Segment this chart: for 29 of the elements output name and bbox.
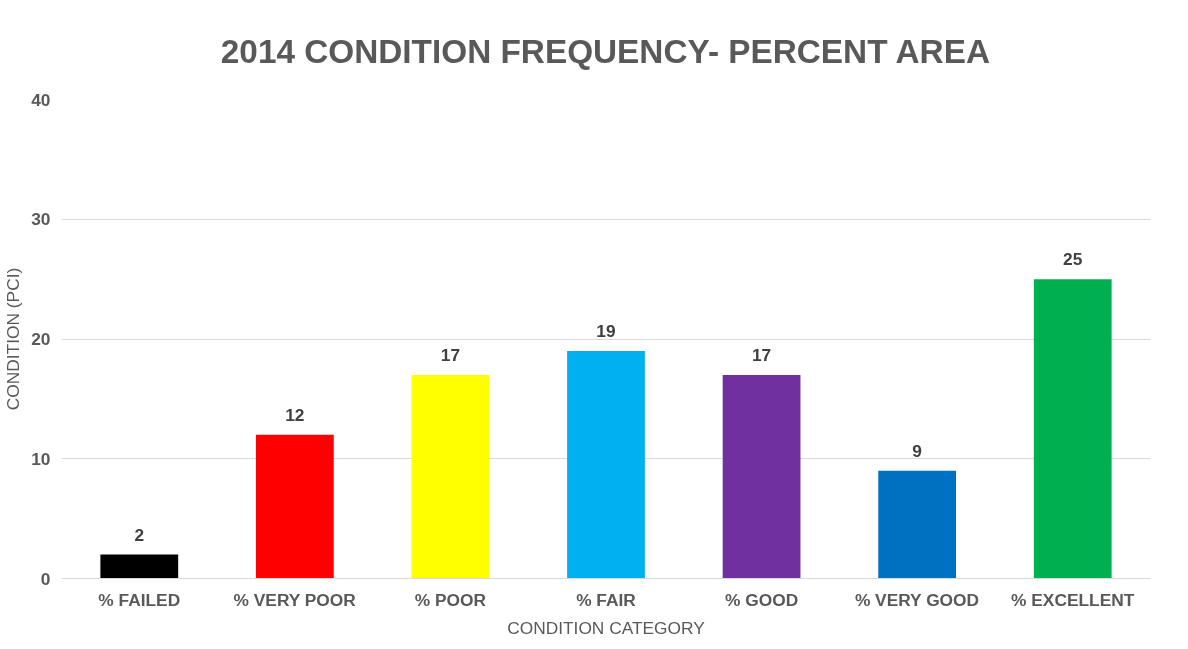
bar <box>878 470 957 579</box>
chart-title: 2014 CONDITION FREQUENCY- PERCENT AREA <box>220 32 990 70</box>
bar <box>411 374 490 579</box>
bar <box>567 350 645 579</box>
x-tick-label: % GOOD <box>724 589 799 610</box>
data-label: 17 <box>751 344 772 365</box>
x-tick-label: % EXCELLENT <box>1011 589 1135 610</box>
x-tick-label: % VERY GOOD <box>854 589 980 610</box>
y-tick-label: 10 <box>31 448 51 469</box>
data-label: 17 <box>440 344 461 365</box>
x-tick-label: % FAILED <box>98 589 181 610</box>
x-axis-title: CONDITION CATEGORY <box>507 617 706 638</box>
y-tick-label: 40 <box>31 89 51 110</box>
bar <box>1033 279 1112 579</box>
x-tick-label: % FAIR <box>576 589 637 610</box>
data-label: 12 <box>285 404 305 425</box>
bar <box>255 434 334 579</box>
data-label: 25 <box>1063 249 1083 270</box>
data-label: 2 <box>134 524 145 545</box>
data-label: 19 <box>596 320 616 341</box>
y-axis-title: CONDITION (PCI) <box>3 267 24 411</box>
bar <box>100 554 179 579</box>
data-label: 9 <box>912 440 922 461</box>
x-tick-label: % POOR <box>414 589 487 610</box>
y-tick-label: 0 <box>40 568 51 589</box>
bar <box>722 374 801 579</box>
y-tick-label: 30 <box>31 209 51 230</box>
y-tick-label: 20 <box>31 329 51 349</box>
x-tick-label: % VERY POOR <box>233 589 357 610</box>
